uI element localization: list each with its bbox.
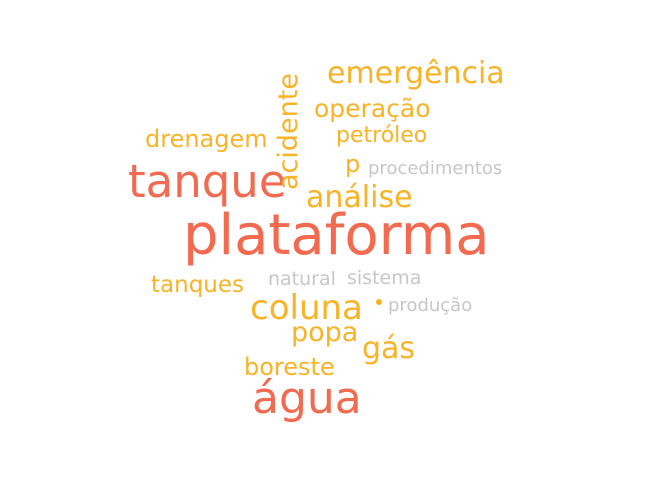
word-analise: análise [306, 180, 413, 215]
word-coluna: coluna [250, 288, 363, 328]
word-petroleo: petróleo [336, 123, 428, 148]
word-boreste: boreste [244, 353, 335, 381]
word-gas: gás [362, 331, 416, 366]
word-drenagem: drenagem [145, 125, 268, 153]
word-plataforma: plataforma [183, 203, 490, 268]
word-tanque: tanque [128, 155, 287, 208]
word-dot [376, 299, 382, 305]
word-p: p [345, 150, 361, 178]
word-acidente: acidente [273, 73, 304, 190]
word-producao: produção [388, 295, 473, 316]
word-procedimentos: procedimentos [368, 158, 503, 179]
word-agua: água [252, 373, 362, 424]
word-tanques: tanques [151, 272, 244, 298]
word-natural: natural [268, 268, 336, 290]
word-operacao: operação [314, 94, 431, 123]
word-sistema: sistema [347, 267, 422, 289]
word-emergencia: emergência [327, 56, 505, 91]
word-popa: popa [291, 317, 359, 348]
